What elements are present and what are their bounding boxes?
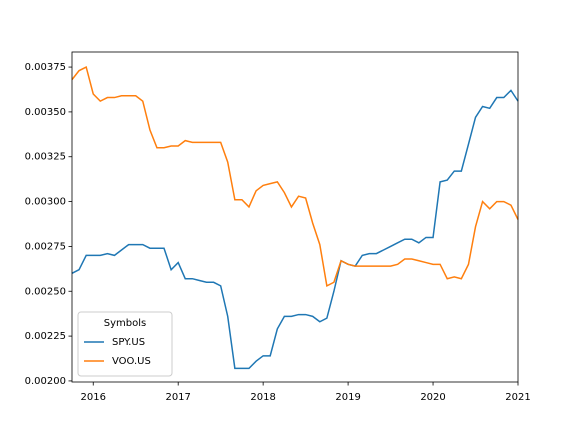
x-tick-label: 2018 bbox=[250, 392, 275, 403]
y-tick-label: 0.00275 bbox=[25, 241, 66, 252]
x-tick-label: 2016 bbox=[81, 392, 106, 403]
y-tick-label: 0.00325 bbox=[25, 152, 66, 163]
x-tick-label: 2017 bbox=[165, 392, 190, 403]
legend-box bbox=[77, 311, 173, 377]
x-tick-label: 2020 bbox=[420, 392, 445, 403]
series-line bbox=[71, 89, 519, 370]
y-tick-label: 0.00250 bbox=[25, 286, 66, 297]
y-tick-label: 0.00200 bbox=[25, 376, 66, 387]
legend-title: Symbols bbox=[104, 318, 146, 329]
plot-frame bbox=[71, 51, 519, 383]
x-tick-label: 2019 bbox=[335, 392, 360, 403]
legend-label: VOO.US bbox=[112, 356, 151, 367]
y-tick-label: 0.00225 bbox=[25, 331, 66, 342]
y-tick-label: 0.00300 bbox=[25, 197, 66, 208]
series-line bbox=[71, 65, 519, 288]
legend-label: SPY.US bbox=[112, 337, 145, 348]
x-tick-label: 2021 bbox=[505, 392, 530, 403]
y-tick-label: 0.00375 bbox=[25, 62, 66, 73]
y-tick-label: 0.00350 bbox=[25, 107, 66, 118]
